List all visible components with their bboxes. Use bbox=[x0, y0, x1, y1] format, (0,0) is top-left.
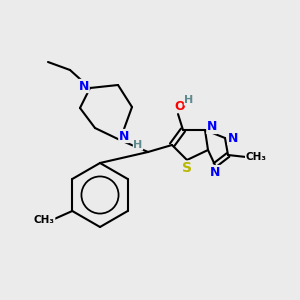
Text: O: O bbox=[175, 100, 185, 112]
Text: N: N bbox=[210, 166, 220, 178]
Text: CH₃: CH₃ bbox=[245, 152, 266, 162]
Text: H: H bbox=[184, 95, 194, 105]
Text: N: N bbox=[79, 80, 89, 92]
Text: N: N bbox=[228, 131, 238, 145]
Text: S: S bbox=[182, 161, 192, 175]
Text: N: N bbox=[207, 121, 217, 134]
Text: H: H bbox=[134, 140, 142, 150]
Text: N: N bbox=[119, 130, 129, 142]
Text: CH₃: CH₃ bbox=[34, 215, 55, 225]
